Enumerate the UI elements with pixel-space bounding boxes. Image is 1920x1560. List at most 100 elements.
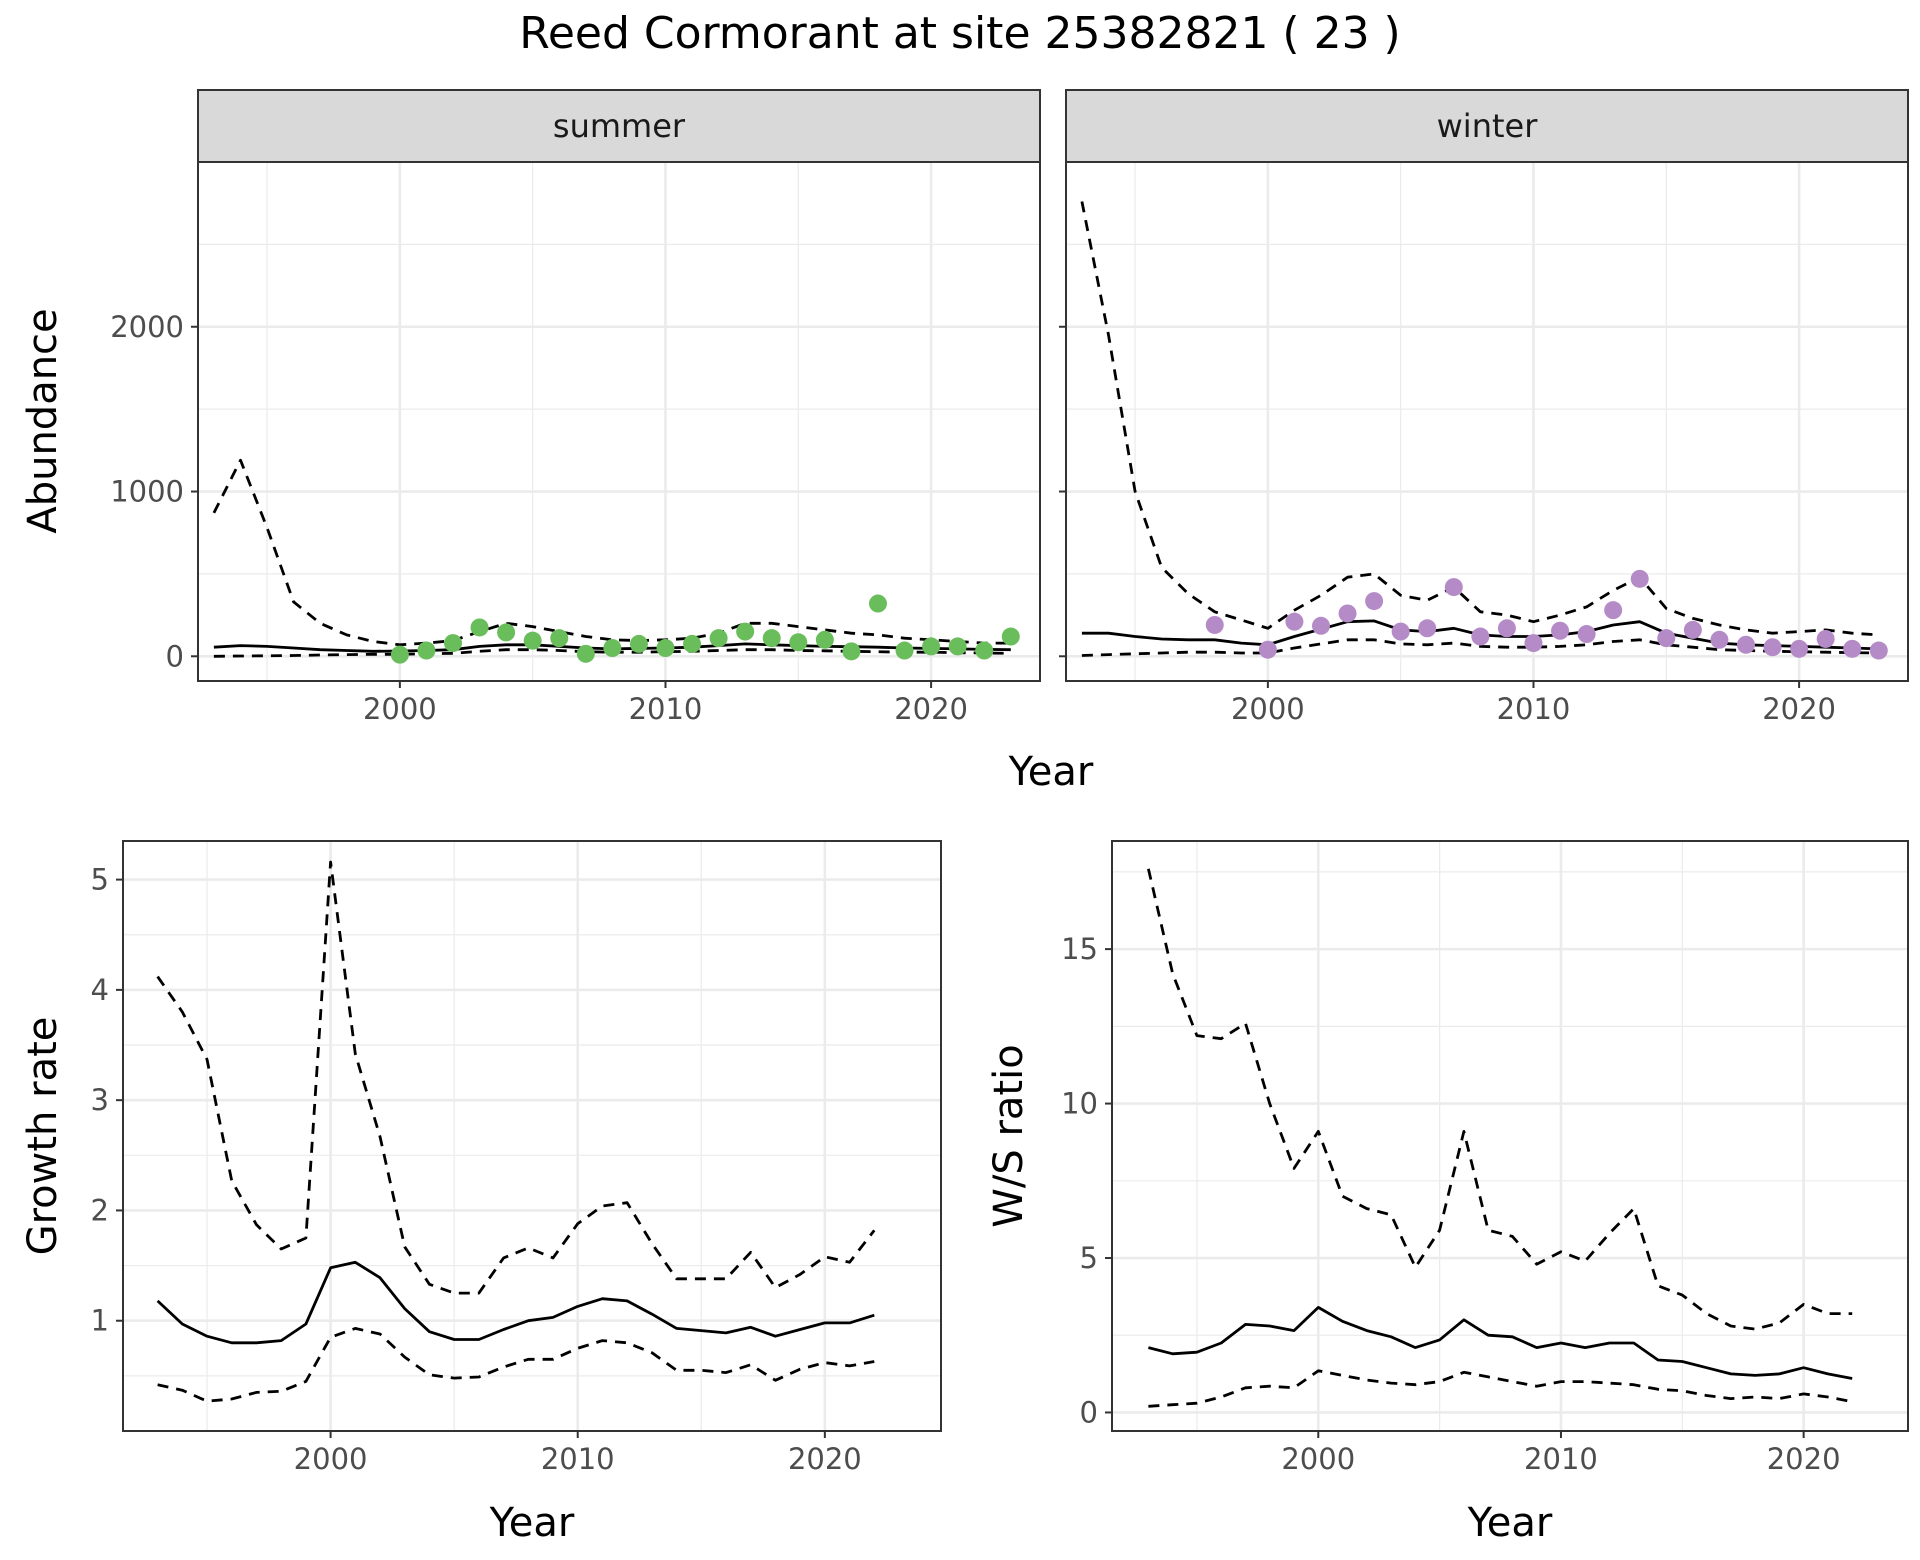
data-point [895,641,914,660]
panel-border [1111,840,1909,1432]
data-point [948,637,967,656]
y-tick-label: 1000 [110,475,184,509]
series-line-lower [1148,1369,1853,1408]
y-tick-label: 2000 [110,310,184,344]
data-point [1763,638,1782,657]
panel-border [122,840,942,1432]
data-point [762,629,781,648]
data-point [1258,640,1277,659]
data-point [576,644,595,663]
x-axis-title: Year [1467,1500,1553,1546]
data-point [1338,604,1357,623]
abundance-summer-panel: summer 2000 2010 2020 0 1000 2000 [110,89,1041,726]
growth-panel: 2000 2010 2020 1 2 3 4 5 [91,840,942,1476]
facet-strip [1065,89,1909,163]
y-axis-title: Growth rate [20,1017,66,1256]
data-point [1630,569,1649,588]
data-point [709,629,728,648]
figure-title: Reed Cormorant at site 25382821 ( 23 ) [519,8,1400,59]
data-point [523,631,542,650]
data-point [1551,621,1570,640]
data-point [1285,612,1304,631]
data-point [1001,627,1020,646]
x-tick-label: 2000 [363,692,437,726]
data-point [1444,578,1463,597]
x-tick-label: 2020 [1762,692,1836,726]
facet-strip [197,89,1041,163]
data-point [922,637,941,656]
data-point [736,622,755,641]
ws-ratio-panel: 2000 2010 2020 0 5 10 15 [1061,840,1909,1476]
abundance-winter-panel: winter 2000 2010 2020 [1059,89,1909,726]
data-point [1710,630,1729,649]
data-point [1736,635,1755,654]
data-point [550,629,569,648]
x-axis-title: Year [1008,749,1094,795]
x-tick-label: 2010 [1524,1442,1598,1476]
data-point [842,642,861,661]
data-point [603,639,622,658]
y-tick-label: 2 [91,1193,109,1227]
y-tick-label: 0 [1080,1395,1098,1429]
data-point [1391,622,1410,641]
y-tick-label: 5 [1080,1241,1098,1275]
data-point [1365,592,1384,611]
data-point [497,623,516,642]
data-point [1205,615,1224,634]
data-point [1604,601,1623,620]
y-axis-title: W/S ratio [986,1044,1032,1227]
x-tick-label: 2000 [1281,1442,1355,1476]
facet-strip-label: winter [1437,107,1539,145]
series-line-upper [212,458,1011,647]
x-tick-label: 2000 [1231,692,1305,726]
data-point [1657,629,1676,648]
x-axis-title: Year [489,1500,575,1546]
data-point [390,645,409,664]
data-point [1311,616,1330,635]
x-tick-label: 2010 [541,1442,615,1476]
series-line-mean [156,1260,875,1345]
data-point [868,594,887,613]
data-point [1683,620,1702,639]
x-tick-label: 2020 [894,692,968,726]
data-point [975,641,994,660]
y-tick-label: 0 [166,639,184,673]
x-tick-label: 2010 [629,692,703,726]
data-point [683,634,702,653]
data-point [1418,619,1437,638]
x-tick-label: 2000 [294,1442,368,1476]
data-point [656,639,675,658]
series-line-upper [156,860,876,1295]
y-tick-label: 15 [1061,932,1098,966]
y-tick-label: 1 [91,1304,109,1338]
y-axis-title: Abundance [20,308,66,533]
x-tick-label: 2020 [1767,1442,1841,1476]
data-point [1471,627,1490,646]
y-tick-label: 10 [1061,1087,1098,1121]
facet-strip-label: summer [553,107,686,145]
data-point [1843,639,1862,658]
x-tick-label: 2010 [1497,692,1571,726]
x-tick-label: 2020 [788,1442,862,1476]
data-point [1577,625,1596,644]
series-line-lower [157,1327,875,1403]
y-tick-label: 5 [91,863,109,897]
data-point [789,633,808,652]
y-tick-label: 3 [91,1083,109,1117]
y-tick-label: 4 [91,973,109,1007]
data-point [629,634,648,653]
data-point [815,630,834,649]
series-line-mean [1148,1306,1853,1380]
data-point [1524,634,1543,653]
data-point [470,618,489,637]
data-point [1497,619,1516,638]
series-line-upper [1080,201,1879,637]
data-point [1869,641,1888,660]
series-line-upper [1147,868,1853,1331]
data-point [443,634,462,653]
data-point [1790,639,1809,658]
data-point [417,641,436,660]
